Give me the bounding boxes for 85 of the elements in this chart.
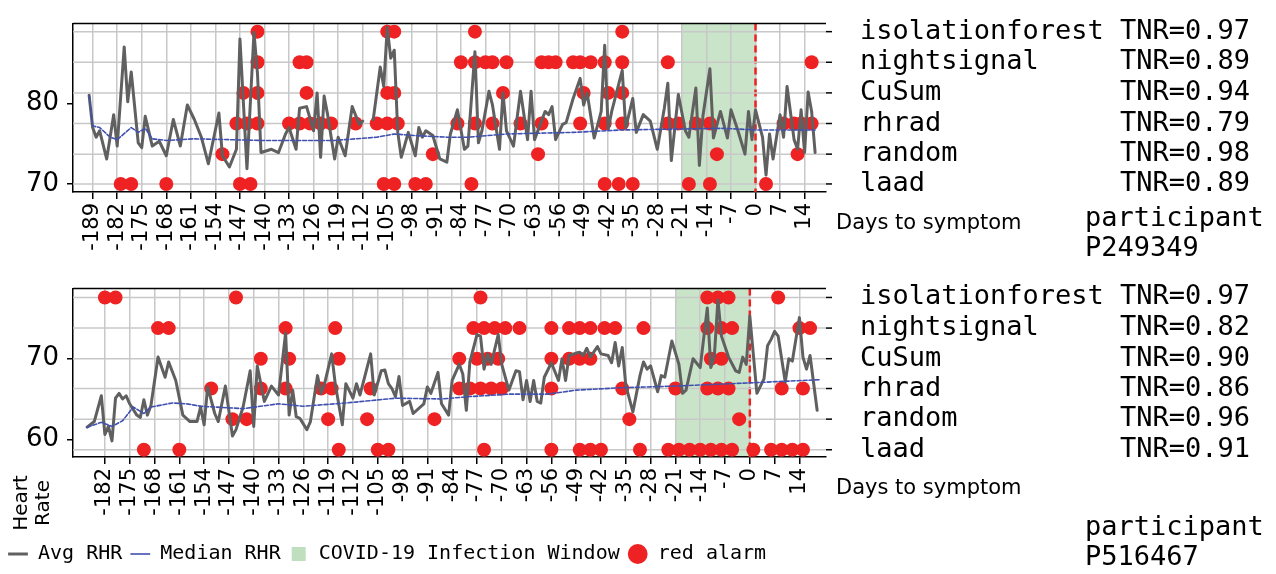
line-series bbox=[86, 378, 822, 428]
x-tick-label: -91 bbox=[413, 468, 438, 503]
text: isolationforest TNR=0.97 bbox=[860, 279, 1251, 311]
x-tick-label: 7 bbox=[761, 468, 786, 482]
x-tick-label: -56 bbox=[537, 468, 562, 503]
x-tick-label: -42 bbox=[594, 203, 619, 238]
x-tick-label: -84 bbox=[438, 468, 463, 503]
x-tick-label: -168 bbox=[152, 203, 177, 251]
x-tick-label: -147 bbox=[215, 468, 240, 516]
x-tick-label: -63 bbox=[521, 203, 545, 238]
x-axis-title: Days to symptom bbox=[836, 210, 1022, 235]
x-tick-label: -7 bbox=[717, 203, 742, 224]
x-tick-label: -119 bbox=[324, 203, 349, 251]
text: participant P249349 bbox=[1085, 201, 1264, 263]
x-tick-label: -49 bbox=[570, 203, 595, 238]
text: laad TNR=0.91 bbox=[860, 431, 1251, 463]
x-tick-label: -91 bbox=[422, 203, 447, 238]
x-tick-label: -98 bbox=[389, 468, 413, 503]
x-tick-label: -147 bbox=[226, 203, 251, 251]
x-tick-label: -28 bbox=[643, 203, 668, 238]
x-tick-label: -35 bbox=[612, 468, 637, 503]
x-tick-label: -126 bbox=[300, 203, 325, 251]
x-tick-label: -133 bbox=[264, 468, 289, 516]
text: laad TNR=0.89 bbox=[860, 165, 1251, 197]
x-tick-label: -140 bbox=[240, 468, 265, 516]
text: rhrad TNR=0.86 bbox=[860, 370, 1251, 402]
y-tick-label: 70 bbox=[25, 166, 59, 197]
text: random TNR=0.96 bbox=[860, 401, 1251, 433]
text: isolationforest TNR=0.97 bbox=[860, 13, 1251, 45]
x-tick-label: 14 bbox=[791, 203, 816, 230]
x-tick-label: -161 bbox=[165, 468, 190, 516]
legend-label: COVID-19 Infection Window bbox=[318, 540, 621, 565]
text: CuSum TNR=0.94 bbox=[860, 74, 1251, 106]
text: nightsignal TNR=0.89 bbox=[860, 44, 1251, 76]
x-tick-label: -7 bbox=[711, 468, 736, 489]
legend-label: Avg RHR bbox=[38, 540, 124, 565]
x-tick-label: -49 bbox=[562, 468, 587, 503]
text: CuSum TNR=0.90 bbox=[860, 340, 1251, 372]
x-tick-label: -119 bbox=[314, 468, 339, 516]
x-tick-label: -21 bbox=[661, 468, 686, 503]
x-tick-label: -77 bbox=[471, 203, 496, 238]
x-tick-label: -175 bbox=[128, 203, 153, 251]
x-tick-label: -161 bbox=[177, 203, 202, 251]
x-tick-label: -70 bbox=[488, 468, 513, 503]
x-tick-label: -154 bbox=[190, 468, 215, 516]
text: rhrad TNR=0.79 bbox=[860, 105, 1251, 137]
x-tick-label: -175 bbox=[116, 468, 141, 516]
y-tick-label: 70 bbox=[25, 341, 59, 372]
x-tick-label: 0 bbox=[741, 203, 766, 217]
y-tick-label: 60 bbox=[25, 422, 59, 453]
x-tick-label: -133 bbox=[275, 203, 300, 251]
x-tick-label: -77 bbox=[463, 468, 488, 503]
x-tick-label: -42 bbox=[587, 468, 612, 503]
x-tick-label: -140 bbox=[250, 203, 275, 251]
x-tick-label: -182 bbox=[103, 203, 128, 251]
x-tick-label: 14 bbox=[785, 468, 810, 495]
x-tick-label: -14 bbox=[692, 203, 717, 238]
legend-label: Median RHR bbox=[160, 540, 282, 565]
x-tick-label: -189 bbox=[79, 203, 104, 251]
x-tick-label: -154 bbox=[201, 203, 226, 251]
text: participant P516467 bbox=[1085, 510, 1264, 572]
x-tick-label: -70 bbox=[496, 203, 521, 238]
x-tick-label: -35 bbox=[619, 203, 644, 238]
x-tick-label: -63 bbox=[513, 468, 538, 503]
x-tick-label: -98 bbox=[398, 203, 423, 238]
x-tick-label: -105 bbox=[373, 203, 398, 251]
x-tick-label: -182 bbox=[91, 468, 116, 516]
x-tick-label: -21 bbox=[668, 203, 693, 238]
text: nightsignal TNR=0.82 bbox=[860, 310, 1251, 342]
x-axis-title: Days to symptom bbox=[836, 475, 1022, 500]
x-tick-label: -105 bbox=[364, 468, 389, 516]
x-tick-label: -14 bbox=[686, 468, 711, 503]
y-axis-title: Heart Rate bbox=[8, 475, 55, 531]
x-tick-label: -84 bbox=[447, 203, 472, 238]
x-tick-label: -112 bbox=[339, 468, 364, 516]
x-tick-label: -112 bbox=[349, 203, 374, 251]
legend-label: red alarm bbox=[657, 540, 767, 565]
x-tick-label: 7 bbox=[766, 203, 791, 217]
text: random TNR=0.98 bbox=[860, 136, 1251, 168]
x-tick-label: -126 bbox=[289, 468, 314, 516]
y-tick-label: 80 bbox=[25, 86, 59, 117]
x-tick-label: -56 bbox=[545, 203, 570, 238]
x-tick-label: -168 bbox=[140, 468, 165, 516]
x-tick-label: 0 bbox=[736, 468, 761, 482]
x-tick-label: -28 bbox=[637, 468, 662, 503]
